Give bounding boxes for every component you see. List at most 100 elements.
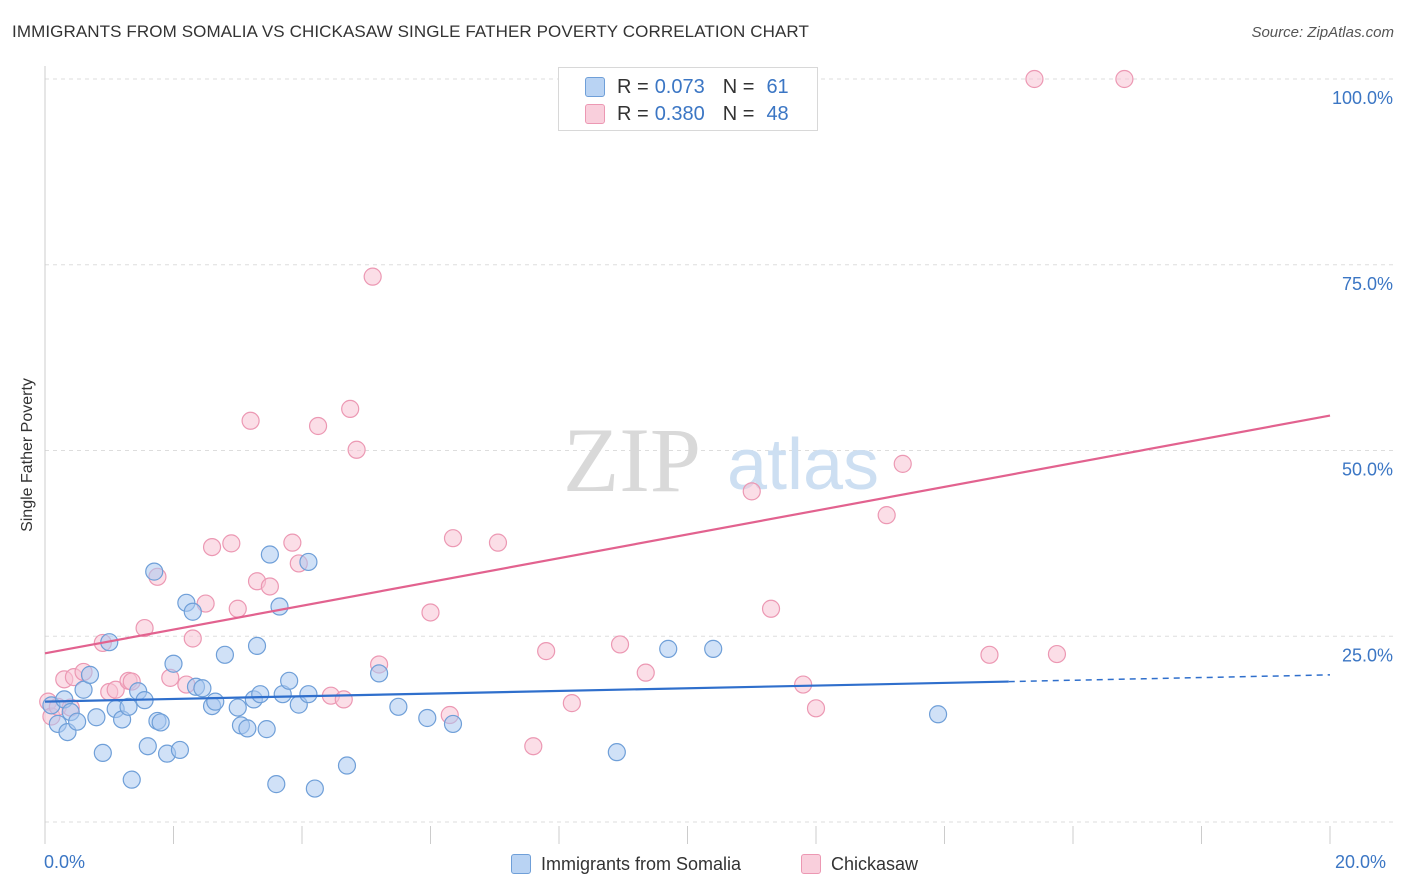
chickasaw-point <box>283 533 302 552</box>
chickasaw-point <box>1047 644 1067 664</box>
somalia-point <box>704 639 723 658</box>
chickasaw-point <box>347 440 366 459</box>
watermark-zip: ZIP <box>563 409 701 511</box>
chickasaw-swatch <box>801 854 821 874</box>
somalia-trend-extension <box>1008 674 1331 683</box>
somalia-trend-line <box>44 680 1009 703</box>
chickasaw-point <box>562 694 581 713</box>
somalia-point <box>228 698 247 717</box>
legend-n-label: N = <box>722 102 755 125</box>
legend-n-label: N = <box>722 75 755 98</box>
somalia-point <box>443 714 463 734</box>
legend-r-value: 0.073 <box>654 75 705 98</box>
somalia-point <box>257 720 276 739</box>
chickasaw-point <box>334 690 353 709</box>
chickasaw-point <box>106 680 125 699</box>
chickasaw-point <box>893 454 912 473</box>
somalia-point <box>299 685 318 704</box>
somalia-point <box>119 697 138 716</box>
chickasaw-point <box>1025 69 1044 89</box>
somalia-point <box>93 743 112 763</box>
axes-layer: 25.0% 50.0% 75.0% 100.0% <box>44 66 1393 844</box>
chickasaw-point <box>421 603 440 622</box>
chickasaw-point <box>135 618 154 638</box>
x-tick-min: 0.0% <box>44 852 86 872</box>
somalia-point <box>215 645 234 664</box>
chickasaw-point <box>202 537 222 557</box>
chickasaw-point <box>742 482 761 501</box>
somalia-swatch <box>511 854 531 874</box>
chickasaw-point <box>222 534 241 553</box>
bottom-legend-somalia: Immigrants from Somalia <box>511 853 741 875</box>
somalia-point <box>267 775 286 794</box>
chart-title: IMMIGRANTS FROM SOMALIA VS CHICKASAW SIN… <box>12 22 809 41</box>
watermark: ZIP atlas <box>563 409 879 511</box>
chickasaw-points <box>39 69 1134 756</box>
chickasaw-point <box>260 577 279 596</box>
chickasaw-swatch <box>585 104 605 124</box>
chickasaw-point <box>308 416 328 436</box>
somalia-point <box>138 737 157 756</box>
somalia-point <box>238 719 257 738</box>
source-credit: Source: ZipAtlas.com <box>1251 24 1394 41</box>
somalia-point <box>928 705 948 724</box>
somalia-point <box>659 639 678 658</box>
somalia-point <box>68 712 87 731</box>
somalia-point <box>270 597 289 616</box>
chickasaw-point <box>806 699 826 718</box>
somalia-point <box>193 679 212 698</box>
grid-layer <box>45 78 1394 823</box>
chickasaw-point <box>877 506 896 525</box>
somalia-points <box>42 545 948 798</box>
legend-r-value: 0.380 <box>654 102 705 125</box>
chickasaw-point <box>183 629 202 648</box>
somalia-point <box>389 697 408 716</box>
correlation-legend: R = 0.073 N = 61 R = 0.380 N = 48 <box>558 67 818 131</box>
somalia-point <box>206 692 225 711</box>
somalia-point <box>260 545 279 564</box>
somalia-point <box>151 713 170 732</box>
somalia-point <box>280 671 299 690</box>
chickasaw-point <box>794 675 813 694</box>
y-tick-label: 50.0% <box>1342 460 1393 480</box>
somalia-point <box>80 665 100 684</box>
y-tick-label: 100.0% <box>1332 88 1393 108</box>
somalia-point <box>122 770 141 789</box>
legend-r-label: R = <box>617 102 649 125</box>
chickasaw-point <box>363 267 382 286</box>
chickasaw-point <box>228 599 247 618</box>
chickasaw-point <box>196 594 215 613</box>
chickasaw-point <box>1115 69 1134 89</box>
somalia-point <box>337 756 357 775</box>
chickasaw-point <box>537 642 556 661</box>
somalia-point <box>607 743 626 762</box>
legend-n-value: 48 <box>766 102 789 125</box>
chickasaw-point <box>761 599 781 618</box>
somalia-point <box>145 562 164 581</box>
somalia-point <box>418 708 437 728</box>
somalia-point <box>170 740 190 760</box>
chickasaw-point <box>524 737 543 756</box>
somalia-point <box>299 552 318 572</box>
bottom-legend-chickasaw: Chickasaw <box>801 853 918 875</box>
x-tick-max: 20.0% <box>1335 852 1387 872</box>
somalia-swatch <box>585 77 605 97</box>
legend-row-somalia: R = 0.073 N = 61 <box>585 75 789 99</box>
chickasaw-point <box>488 533 508 552</box>
chickasaw-point <box>636 663 655 682</box>
somalia-point <box>305 779 324 798</box>
somalia-point <box>251 685 270 704</box>
somalia-point <box>164 654 183 673</box>
legend-r-label: R = <box>617 75 649 98</box>
y-tick-label: 75.0% <box>1342 274 1393 294</box>
trend-lines <box>44 414 1331 703</box>
chickasaw-point <box>241 411 260 430</box>
somalia-point <box>87 708 106 727</box>
chickasaw-point <box>341 399 360 418</box>
chickasaw-point <box>443 529 463 548</box>
somalia-point <box>370 664 389 683</box>
chickasaw-point <box>610 635 630 654</box>
y-tick-label: 25.0% <box>1342 645 1393 665</box>
legend-row-chickasaw: R = 0.380 N = 48 <box>585 102 789 126</box>
